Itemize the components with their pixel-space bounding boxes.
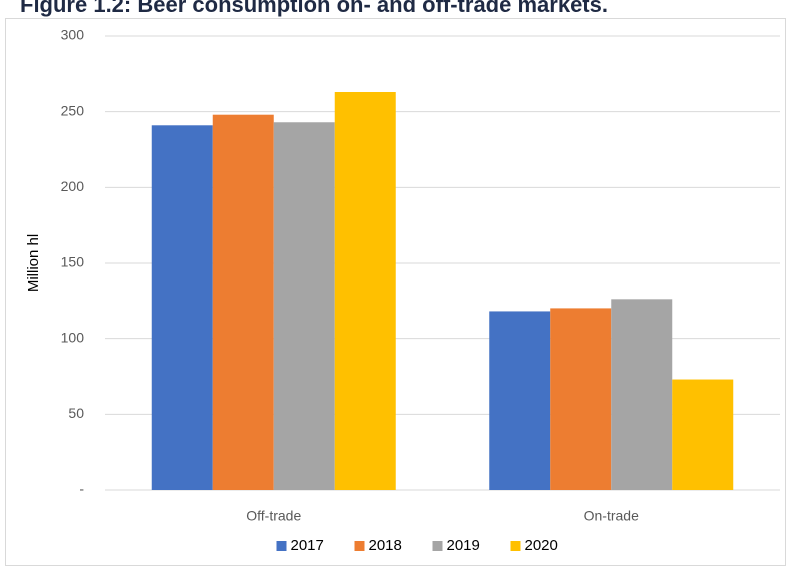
bar	[611, 299, 673, 490]
legend-label: 2020	[525, 537, 558, 554]
legend-swatch	[276, 541, 287, 551]
y-tick-label: 200	[61, 178, 85, 194]
legend-label: 2019	[447, 537, 480, 554]
legend-label: 2017	[291, 537, 324, 554]
bar	[212, 114, 274, 491]
y-tick-label: 150	[61, 254, 85, 270]
y-axis-label: Million hl	[25, 234, 42, 292]
y-tick-label: 300	[61, 27, 85, 43]
x-tick-label: Off-trade	[246, 508, 301, 524]
bar	[151, 125, 213, 490]
y-tick-label: -	[79, 481, 84, 497]
x-tick-label: On-trade	[584, 508, 639, 524]
bar	[273, 122, 335, 490]
y-tick-label: 100	[61, 329, 85, 345]
y-tick-label: 50	[68, 405, 84, 421]
legend-label: 2018	[369, 537, 402, 554]
legend-swatch	[354, 541, 365, 551]
legend-swatch	[510, 541, 521, 551]
chart-title: Figure 1.2: Beer consumption on- and off…	[20, 0, 608, 17]
bar	[550, 308, 612, 490]
y-tick-label: 250	[61, 102, 85, 118]
bar	[489, 311, 551, 490]
legend-swatch	[432, 541, 443, 551]
bar	[672, 379, 734, 490]
bar	[334, 91, 396, 490]
